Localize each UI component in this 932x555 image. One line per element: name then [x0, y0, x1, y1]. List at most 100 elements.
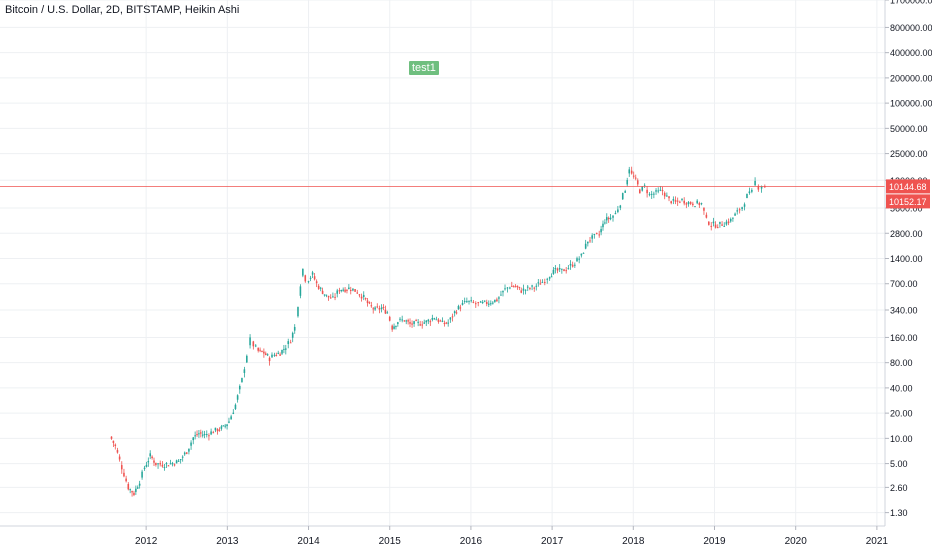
candle-body: [552, 269, 555, 274]
candle-body: [496, 299, 498, 302]
candle-body: [127, 484, 130, 490]
candle-body: [423, 322, 426, 324]
candle-body: [621, 193, 624, 200]
candle-body: [374, 307, 376, 310]
candle-body: [368, 302, 371, 304]
candle-body: [427, 319, 430, 322]
chart-title: Bitcoin / U.S. Dollar, 2D, BITSTAMP, Hei…: [5, 4, 240, 16]
candle-body: [556, 268, 559, 271]
candle-body: [698, 202, 701, 206]
candle-body: [544, 281, 546, 283]
candle-body: [609, 217, 612, 220]
candle-body: [546, 278, 549, 280]
candle-body: [727, 221, 730, 224]
candle-body: [161, 464, 164, 467]
candle-body: [474, 303, 477, 305]
candle-body: [630, 170, 633, 174]
candle-body: [643, 185, 646, 187]
annotation-badge[interactable]: test1: [409, 61, 439, 75]
candle-body: [388, 316, 391, 321]
candle-body: [313, 276, 316, 280]
candle-body: [636, 180, 639, 185]
candle-body: [589, 240, 591, 242]
candle-body: [453, 311, 456, 314]
candle-body: [222, 425, 225, 427]
y-tick-label: 160.00: [890, 333, 918, 343]
candle-body: [203, 434, 206, 436]
candle-body: [264, 353, 267, 355]
candle-body: [232, 412, 235, 414]
candle-body: [252, 341, 255, 347]
candle-body: [582, 252, 585, 254]
candle-body: [481, 301, 484, 303]
candle-body: [591, 235, 593, 239]
candle-body: [743, 204, 746, 207]
candle-body: [708, 221, 710, 225]
candle-body: [358, 294, 361, 296]
y-tick-label: 400000.00: [890, 48, 932, 58]
candle-body: [249, 337, 251, 346]
candle-body: [522, 288, 525, 291]
candle-body: [421, 324, 424, 326]
candle-body: [220, 426, 223, 429]
x-tick-label: 2016: [460, 536, 483, 547]
candle-body: [554, 268, 557, 270]
candle-body: [177, 460, 180, 462]
candle-body: [143, 467, 146, 469]
candle-body: [145, 464, 148, 467]
candle-body: [461, 302, 464, 305]
candle-body: [360, 296, 363, 299]
candle-body: [646, 189, 648, 194]
y-tick-label: 800000.00: [890, 23, 932, 33]
candle-body: [401, 319, 403, 321]
candle-body: [362, 294, 365, 298]
candle-body: [587, 241, 589, 244]
time-axis[interactable]: 2012 2013 2014 2015 2016 2017 2018 2019 2020 2021: [135, 526, 888, 547]
candle-body: [533, 287, 536, 289]
candle-body: [710, 225, 713, 227]
candle-body: [449, 317, 452, 320]
candle-body: [463, 300, 466, 302]
candle-body: [283, 348, 285, 350]
candle-body: [136, 487, 139, 489]
candle-body: [685, 203, 688, 205]
candle-body: [271, 354, 273, 358]
candle-body: [719, 221, 721, 224]
candle-body: [403, 320, 406, 322]
candle-body: [619, 205, 622, 208]
candle-body: [653, 193, 655, 195]
candle-body: [370, 305, 373, 307]
candle-body: [451, 316, 454, 318]
candle-body: [378, 308, 381, 310]
candle-body: [185, 452, 188, 454]
price-label: 10144.68: [889, 182, 927, 192]
candle-body: [746, 193, 748, 199]
candle-body: [563, 269, 565, 272]
candle-body: [321, 290, 324, 294]
x-tick-label: 2017: [541, 536, 564, 547]
y-tick-label: 1700000.00: [890, 0, 932, 6]
candle-body: [116, 450, 119, 453]
candle-body: [210, 431, 212, 435]
candle-body: [485, 302, 488, 305]
candle-body: [561, 268, 563, 270]
candle-body: [356, 292, 359, 294]
candle-body: [748, 191, 751, 194]
y-tick-label: 5600.00: [890, 204, 923, 214]
candle-body: [380, 307, 383, 309]
candle-body: [569, 263, 572, 266]
candle-body: [509, 287, 511, 289]
candle-body: [641, 186, 644, 191]
y-tick-label: 1400.00: [890, 254, 923, 264]
price-axis[interactable]: 1700000.00 800000.00 400000.00 200000.00 100…: [885, 0, 932, 518]
candle-body: [155, 462, 157, 465]
candle-body: [297, 307, 299, 317]
candle-body: [700, 203, 703, 205]
y-tick-label: 5.00: [890, 459, 908, 469]
candle-body: [602, 223, 604, 228]
candle-body: [354, 289, 356, 292]
candle-body: [492, 302, 494, 304]
candle-body: [732, 217, 734, 219]
